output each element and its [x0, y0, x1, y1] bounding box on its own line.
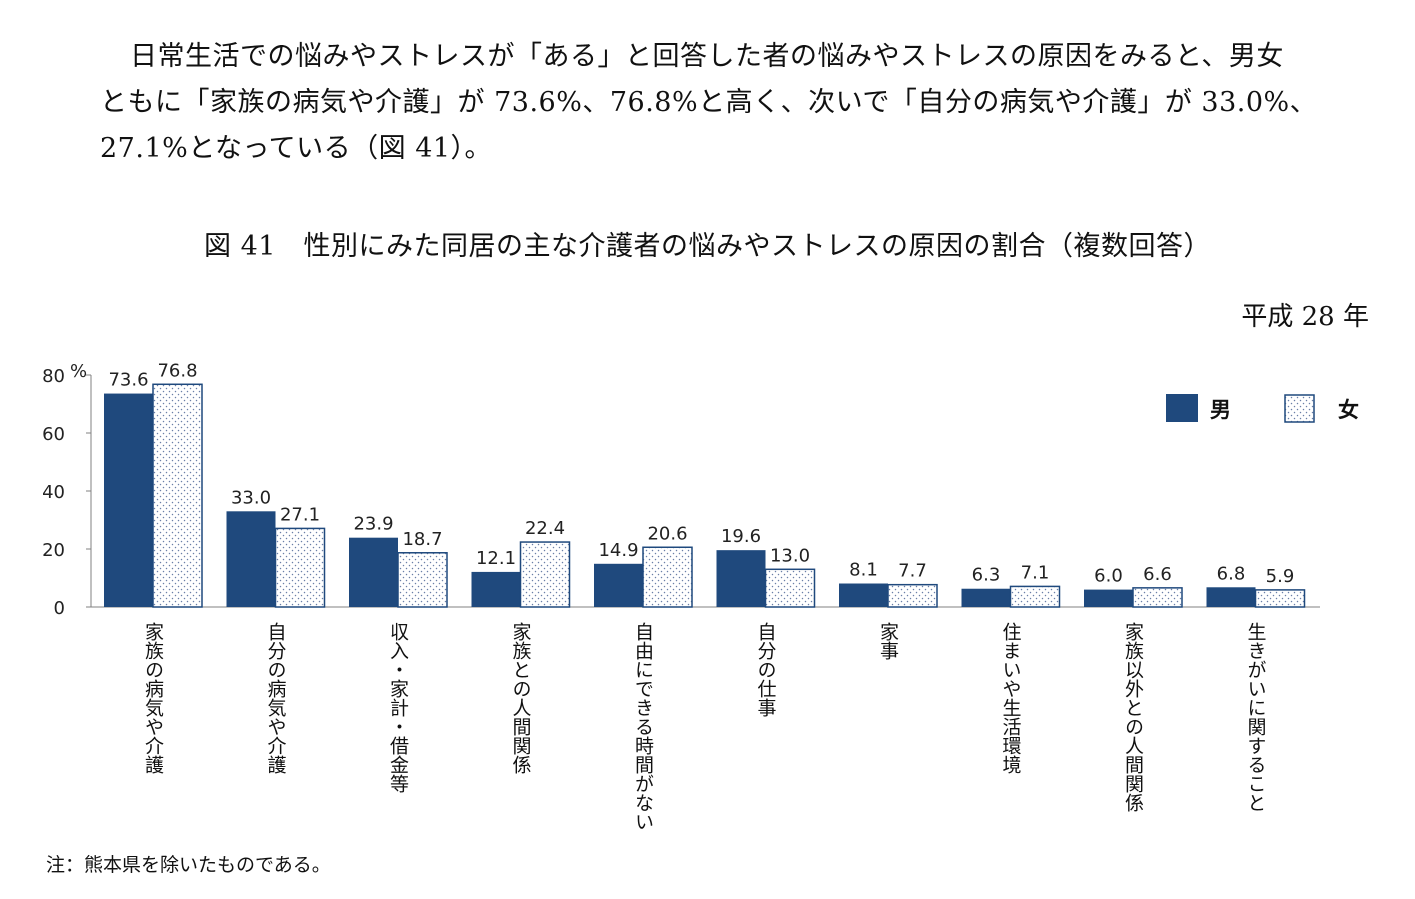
data-label-female: 6.6 — [1143, 564, 1172, 585]
category-label: 収入・家計・借金等 — [387, 622, 409, 793]
category-label: 住まいや生活環境 — [1000, 622, 1022, 774]
data-label-male: 6.8 — [1217, 563, 1246, 584]
legend-swatch-male — [1166, 394, 1198, 422]
y-tick-label: 80 — [42, 366, 65, 387]
data-label-male: 14.9 — [598, 540, 638, 561]
bar-female — [519, 541, 571, 608]
paragraph-line-2: ともに「家族の病気や介護」が 73.6%、76.8%と高く、次いで「自分の病気や… — [100, 87, 1318, 118]
bar-male — [1084, 589, 1133, 607]
bar-female — [1254, 589, 1306, 608]
bar-male — [961, 588, 1011, 607]
data-label-female: 76.8 — [157, 360, 197, 381]
data-label-male: 23.9 — [353, 514, 393, 535]
data-label-female: 7.7 — [898, 561, 927, 582]
data-label-male: 8.1 — [849, 560, 878, 581]
bar-male — [226, 511, 276, 607]
y-tick-label: 60 — [42, 424, 65, 445]
paragraph-line-1: 日常生活での悩みやストレスが「ある」と回答した者の悩みやストレスの原因をみると、… — [130, 41, 1284, 72]
bar-male — [716, 550, 766, 607]
legend-label-female: 女 — [1338, 397, 1359, 422]
bar-female — [642, 546, 693, 608]
year-label: 平成 28 年 — [1241, 302, 1369, 332]
bar-male — [349, 537, 398, 607]
legend-label-male: 男 — [1210, 397, 1231, 422]
category-label: 家族の病気や介護 — [142, 622, 164, 774]
bar-female — [274, 527, 326, 608]
bar-male — [594, 563, 643, 607]
data-label-male: 12.1 — [476, 548, 516, 569]
bar-female — [1009, 585, 1061, 608]
legend-swatch-female — [1284, 394, 1315, 423]
data-label-male: 33.0 — [231, 487, 271, 508]
footnote: 注：熊本県を除いたものである。 — [46, 854, 331, 876]
data-label-male: 73.6 — [108, 370, 148, 391]
data-label-female: 5.9 — [1266, 566, 1295, 587]
category-label: 自由にできる時間がない — [632, 622, 654, 831]
category-label: 自分の病気や介護 — [265, 622, 287, 774]
bar-male — [471, 571, 521, 607]
y-tick-label: 40 — [42, 482, 65, 503]
y-tick-label: 20 — [42, 540, 65, 561]
data-label-male: 19.6 — [721, 526, 761, 547]
category-label: 生きがいに関すること — [1245, 622, 1267, 812]
category-label: 自分の仕事 — [755, 622, 777, 717]
y-tick-label: 0 — [54, 598, 65, 619]
data-label-male: 6.0 — [1094, 566, 1123, 587]
bar-male — [104, 393, 153, 607]
bar-female — [152, 383, 203, 608]
bar-male — [1206, 587, 1256, 607]
bar-male — [839, 583, 888, 607]
paragraph-line-3: 27.1%となっている（図 41）。 — [100, 133, 493, 164]
figure-title: 図 41 性別にみた同居の主な介護者の悩みやストレスの原因の割合（複数回答） — [204, 231, 1211, 262]
bar-female — [1132, 587, 1183, 608]
category-label: 家事 — [877, 622, 899, 660]
data-label-male: 6.3 — [972, 565, 1001, 586]
data-label-female: 22.4 — [525, 518, 565, 539]
chart-bars — [104, 383, 1306, 608]
description-paragraph: 日常生活での悩みやストレスが「ある」と回答した者の悩みやストレスの原因をみると、… — [100, 34, 1370, 172]
data-label-female: 7.1 — [1021, 562, 1050, 583]
data-label-female: 20.6 — [647, 523, 687, 544]
category-label: 家族以外との人間関係 — [1122, 622, 1144, 812]
data-label-female: 27.1 — [280, 504, 320, 525]
y-unit-label: % — [70, 361, 87, 382]
bar-female — [764, 568, 816, 608]
bar-female — [887, 583, 938, 608]
bar-female — [397, 552, 448, 608]
category-label: 家族との人間関係 — [510, 622, 532, 774]
chart-legend: 男女 — [1166, 394, 1359, 423]
data-label-female: 18.7 — [402, 529, 442, 550]
chart-labels: 73.6 76.8 家族の病気や介護 33.0 27.1 自分の病気や介護 23.9 18.7… — [108, 360, 1294, 831]
data-label-female: 13.0 — [770, 545, 810, 566]
